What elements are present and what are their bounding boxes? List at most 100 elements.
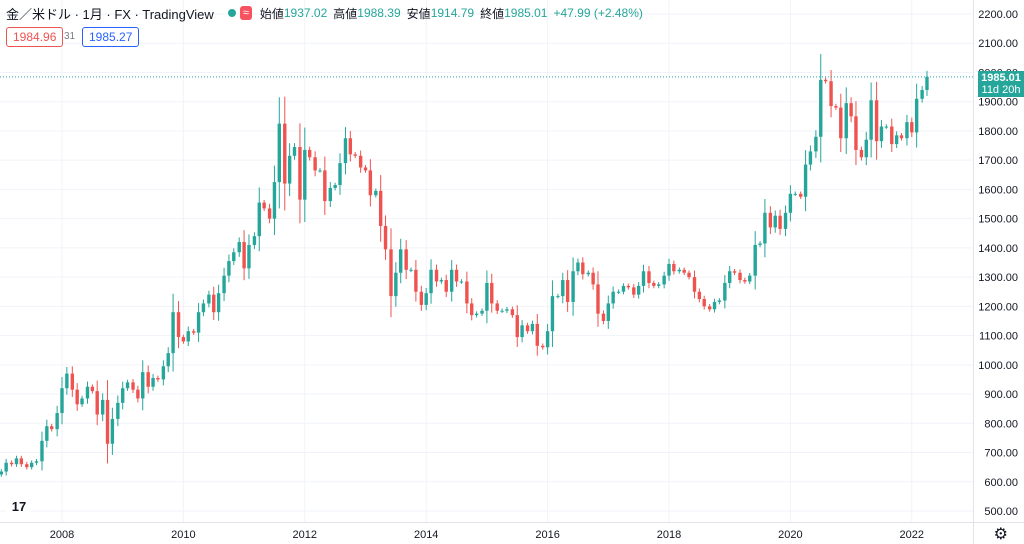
candle-body (247, 244, 251, 269)
candle-body (141, 372, 145, 399)
candle-body (298, 147, 302, 200)
candle-body (55, 413, 59, 430)
candle-body (500, 310, 504, 312)
candle-body (890, 126, 894, 145)
candle-body (611, 291, 615, 304)
bar-countdown: 11d 20h (981, 83, 1021, 96)
y-tick-label: 1600.00 (978, 184, 1018, 196)
candle-body (292, 147, 297, 156)
candle-body (409, 269, 413, 271)
spread-value: 31 (64, 31, 76, 42)
candle-body (859, 149, 864, 158)
candle-body (277, 123, 282, 183)
candle-body (307, 149, 312, 158)
candle-body (459, 281, 464, 283)
candle-body (773, 215, 777, 228)
candle-body (869, 100, 873, 140)
gear-icon[interactable]: ⚙ (993, 526, 1008, 543)
candle-body (131, 382, 135, 390)
candle-body (156, 377, 160, 380)
close-label: 終値 (480, 6, 505, 21)
candle-body (242, 242, 246, 269)
candle-body (925, 76, 929, 91)
candle-body (449, 269, 454, 292)
candle-body (222, 275, 226, 294)
candle-body (272, 182, 277, 219)
high-value: 1988.39 (357, 6, 401, 20)
candle-body (470, 303, 474, 316)
candle-body (374, 190, 378, 196)
candle-body (565, 280, 570, 302)
candle-body (621, 285, 626, 292)
ask-price-button[interactable]: 1985.27 (82, 27, 140, 47)
y-tick-label: 1000.00 (978, 360, 1018, 372)
y-tick-label: 700.00 (984, 448, 1018, 460)
candle-body (9, 462, 14, 465)
y-tick-label: 2100.00 (978, 38, 1018, 50)
candle-body (808, 151, 813, 165)
market-badge[interactable]: ≈ (239, 6, 252, 20)
candle-body (899, 135, 904, 139)
candle-body (201, 303, 206, 313)
candle-body (474, 313, 479, 316)
candle-body (80, 398, 84, 405)
candle-body (313, 157, 317, 171)
candle-body (763, 212, 767, 244)
candle-body (257, 202, 261, 237)
candle-body (60, 388, 64, 414)
time-axis (0, 522, 973, 544)
y-tick-label: 900.00 (984, 389, 1018, 401)
low-label: 安値 (406, 6, 431, 21)
candle-body (19, 458, 24, 465)
tradingview-logo[interactable]: 17 (6, 494, 32, 518)
candle-body (530, 323, 535, 332)
candle-body (692, 277, 697, 292)
candle-body (712, 301, 717, 310)
candle-body (844, 103, 848, 139)
candle-body (358, 155, 363, 168)
candle-body (556, 296, 560, 298)
y-tick-label: 800.00 (984, 418, 1018, 430)
candle-body (778, 215, 782, 229)
y-tick-label: 1400.00 (978, 243, 1018, 255)
candle-body (383, 225, 388, 250)
candle-body (707, 306, 712, 310)
candle-body (40, 440, 44, 462)
candle-body (216, 293, 221, 313)
candle-body (591, 272, 595, 285)
candle-body (283, 123, 287, 184)
candle-body (90, 386, 95, 392)
x-tick-label: 2014 (414, 529, 438, 541)
candle-body (520, 325, 524, 338)
candle-body (515, 315, 519, 338)
candle-body (333, 185, 337, 188)
candle-body (626, 285, 631, 288)
candle-body (702, 299, 706, 307)
candle-body (788, 193, 793, 213)
candle-body (125, 382, 130, 389)
y-tick-label: 1800.00 (978, 126, 1018, 138)
candle-body (207, 294, 211, 304)
candle-body (495, 303, 499, 311)
candle-body (748, 275, 752, 282)
candle-body (49, 426, 54, 430)
market-status-dot (227, 9, 236, 17)
candle-body (404, 249, 408, 270)
candle-body (910, 122, 914, 133)
candle-body (823, 79, 828, 82)
candle-body (419, 291, 424, 305)
candle-body (545, 331, 550, 348)
symbol-title[interactable]: 金／米ドル · 1月 · FX · TradingView (6, 6, 214, 22)
candle-body (227, 261, 231, 276)
candle-body (110, 418, 115, 444)
candle-body (839, 107, 843, 139)
candle-body (874, 100, 879, 142)
candle-body (803, 164, 808, 197)
candle-body (45, 426, 49, 441)
last-price-value: 1985.01 (981, 71, 1021, 84)
candle-body (662, 275, 666, 285)
open-label: 始値 (259, 6, 284, 21)
bid-price-button[interactable]: 1984.96 (6, 27, 64, 47)
candle-body (196, 312, 201, 333)
